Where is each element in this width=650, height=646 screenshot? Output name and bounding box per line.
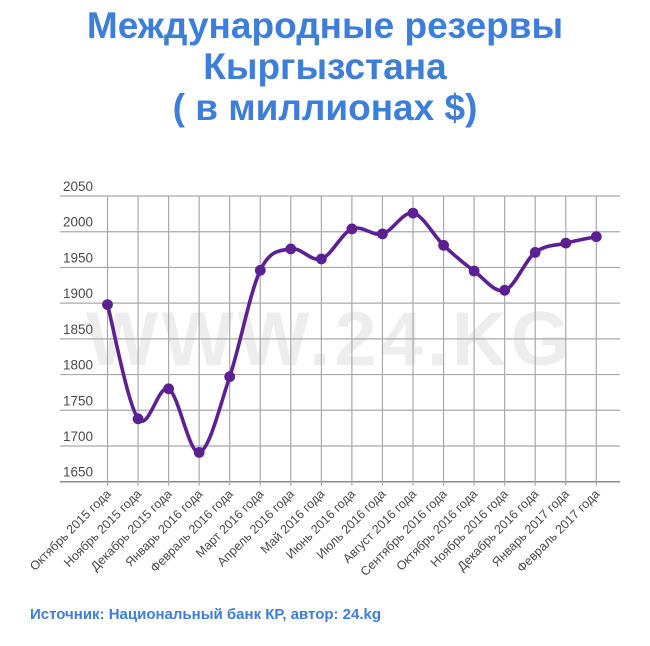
data-point[interactable] — [285, 243, 297, 255]
chart-title: Международные резервы Кыргызстана ( в ми… — [0, 5, 650, 128]
data-point[interactable] — [163, 383, 175, 395]
data-point[interactable] — [316, 253, 327, 265]
y-axis-label: 1850 — [63, 322, 93, 337]
data-point[interactable] — [499, 284, 511, 296]
data-point[interactable] — [590, 231, 602, 243]
data-point[interactable] — [377, 228, 388, 240]
data-point[interactable] — [132, 413, 144, 425]
y-axis-label: 1750 — [63, 393, 93, 408]
title-line-1: Международные резервы — [86, 5, 564, 46]
source-attribution: Источник: Национальный банк КР, автор: 2… — [30, 606, 382, 623]
line-chart: WWW.24.KG 2050 2000 1950 1900 1850 1800 1750 170… — [27, 179, 620, 579]
title-line-3: ( в миллионах $) — [172, 87, 478, 128]
y-axis-label: 2000 — [63, 215, 93, 230]
data-point[interactable] — [346, 223, 358, 235]
data-point[interactable] — [224, 371, 236, 383]
data-point[interactable] — [254, 264, 266, 276]
data-point[interactable] — [102, 299, 113, 310]
y-axis-label: 1650 — [63, 465, 93, 480]
y-axis-label: 1900 — [63, 286, 93, 301]
y-axis-label: 1800 — [63, 358, 93, 373]
y-axis-label: 2050 — [63, 179, 93, 194]
y-axis-label: 1950 — [63, 250, 93, 265]
data-point[interactable] — [468, 265, 480, 277]
chart-canvas: WWW.24.KG 2050 2000 1950 1900 1850 1800 1750 170… — [27, 179, 620, 579]
data-point[interactable] — [529, 247, 541, 258]
data-point[interactable] — [560, 237, 572, 249]
title-line-2: Кыргызстана — [203, 46, 447, 87]
data-point[interactable] — [407, 207, 419, 219]
data-point[interactable] — [193, 447, 205, 458]
watermark: WWW.24.KG — [86, 297, 574, 382]
data-point[interactable] — [438, 239, 449, 251]
y-axis-label: 1700 — [63, 429, 93, 444]
